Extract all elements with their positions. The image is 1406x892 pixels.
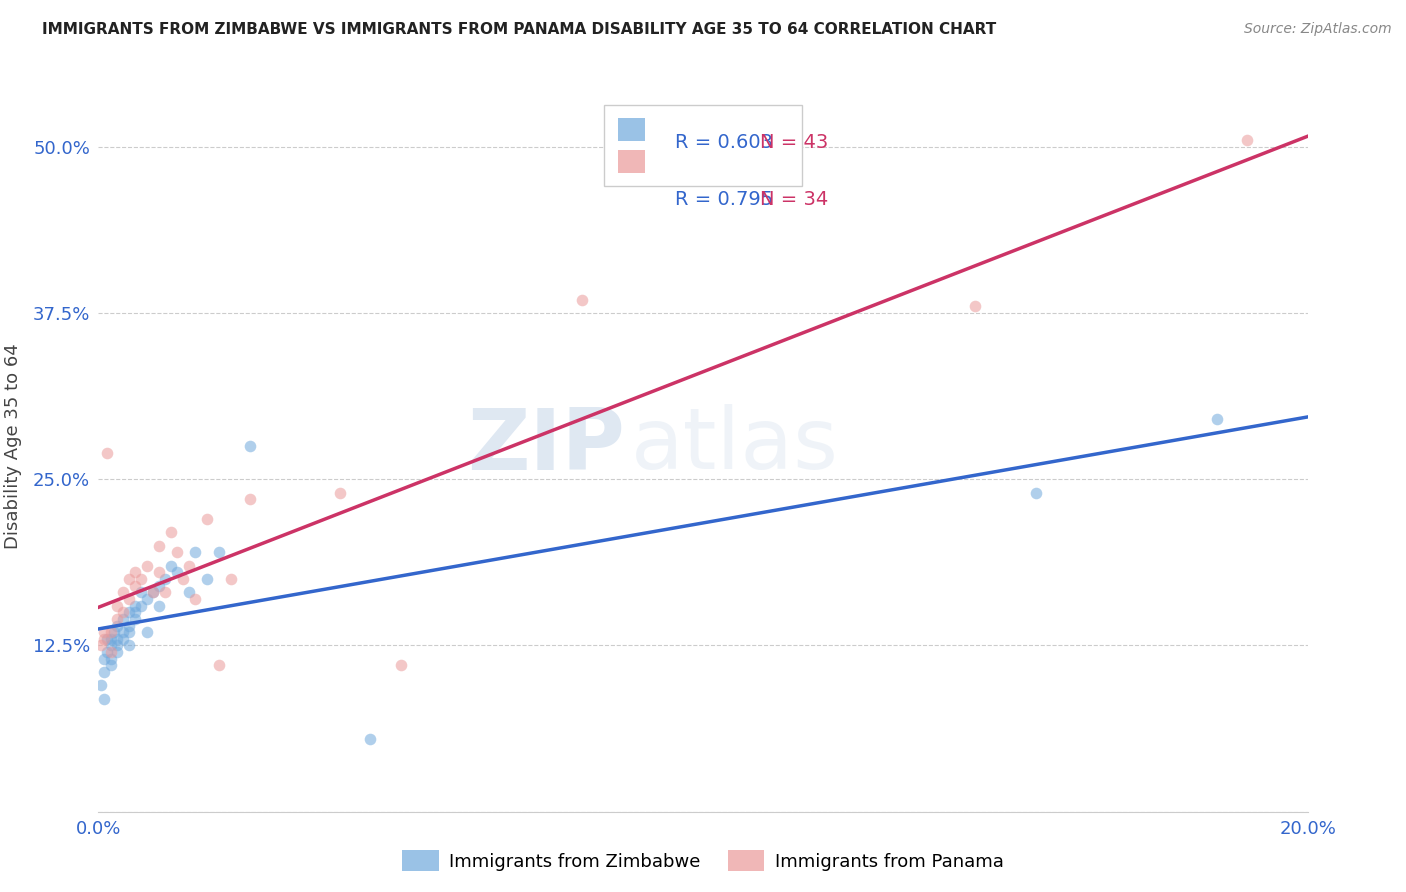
- Point: [90, 678, 112, 692]
- Point: [118, 572, 141, 586]
- Point: [195, 572, 218, 586]
- Point: [100, 658, 122, 673]
- Point: [124, 566, 146, 580]
- Point: [389, 658, 412, 673]
- Point: [184, 545, 207, 559]
- Point: [160, 558, 183, 573]
- Point: [129, 585, 152, 599]
- Point: [129, 572, 152, 586]
- Point: [135, 558, 157, 573]
- Point: [135, 625, 157, 640]
- Point: [118, 591, 141, 606]
- Point: [96, 445, 118, 459]
- Point: [184, 591, 207, 606]
- Y-axis label: Disability Age 35 to 64: Disability Age 35 to 64: [4, 343, 21, 549]
- Point: [100, 652, 122, 666]
- Point: [111, 612, 134, 626]
- Point: [105, 632, 128, 646]
- Point: [965, 299, 987, 313]
- Point: [1024, 485, 1046, 500]
- Point: [148, 579, 170, 593]
- Legend: placeholder1, placeholder2: placeholder1, placeholder2: [605, 104, 801, 186]
- Point: [118, 605, 141, 619]
- Point: [208, 658, 231, 673]
- Point: [153, 585, 176, 599]
- Point: [239, 439, 262, 453]
- Point: [148, 599, 170, 613]
- Point: [239, 492, 262, 507]
- Point: [135, 591, 157, 606]
- Point: [111, 605, 134, 619]
- Point: [93, 691, 115, 706]
- Point: [208, 545, 231, 559]
- Point: [93, 625, 115, 640]
- Point: [195, 512, 218, 526]
- Point: [111, 632, 134, 646]
- Point: [111, 585, 134, 599]
- Text: atlas: atlas: [630, 404, 838, 488]
- Point: [96, 632, 118, 646]
- Point: [93, 665, 115, 679]
- Point: [179, 585, 201, 599]
- Point: [153, 572, 176, 586]
- Point: [118, 625, 141, 640]
- Text: Source: ZipAtlas.com: Source: ZipAtlas.com: [1244, 22, 1392, 37]
- Point: [100, 639, 122, 653]
- Point: [105, 639, 128, 653]
- Point: [103, 625, 125, 640]
- Point: [105, 599, 128, 613]
- Text: R = 0.603: R = 0.603: [675, 134, 773, 153]
- Point: [100, 625, 122, 640]
- Legend: Immigrants from Zimbabwe, Immigrants from Panama: Immigrants from Zimbabwe, Immigrants fro…: [395, 843, 1011, 879]
- Point: [124, 599, 146, 613]
- Point: [166, 566, 188, 580]
- Point: [571, 293, 593, 307]
- Point: [172, 572, 194, 586]
- Point: [329, 485, 352, 500]
- Point: [111, 625, 134, 640]
- Point: [142, 585, 165, 599]
- Point: [179, 558, 201, 573]
- Point: [166, 545, 188, 559]
- Point: [148, 566, 170, 580]
- Point: [148, 539, 170, 553]
- Point: [93, 632, 115, 646]
- Point: [142, 585, 165, 599]
- Text: N = 43: N = 43: [759, 134, 828, 153]
- Point: [221, 572, 243, 586]
- Point: [96, 645, 118, 659]
- Text: ZIP: ZIP: [467, 404, 624, 488]
- Point: [105, 612, 128, 626]
- Point: [124, 579, 146, 593]
- Point: [124, 612, 146, 626]
- Point: [129, 599, 152, 613]
- Point: [105, 645, 128, 659]
- Point: [90, 639, 112, 653]
- Text: IMMIGRANTS FROM ZIMBABWE VS IMMIGRANTS FROM PANAMA DISABILITY AGE 35 TO 64 CORRE: IMMIGRANTS FROM ZIMBABWE VS IMMIGRANTS F…: [42, 22, 997, 37]
- Point: [1206, 412, 1229, 426]
- Point: [160, 525, 183, 540]
- Point: [1236, 133, 1258, 147]
- Point: [100, 632, 122, 646]
- Point: [100, 645, 122, 659]
- Text: N = 34: N = 34: [759, 191, 828, 210]
- Text: R = 0.795: R = 0.795: [675, 191, 773, 210]
- Point: [118, 639, 141, 653]
- Point: [105, 618, 128, 632]
- Point: [360, 731, 382, 746]
- Point: [124, 605, 146, 619]
- Point: [118, 618, 141, 632]
- Point: [93, 652, 115, 666]
